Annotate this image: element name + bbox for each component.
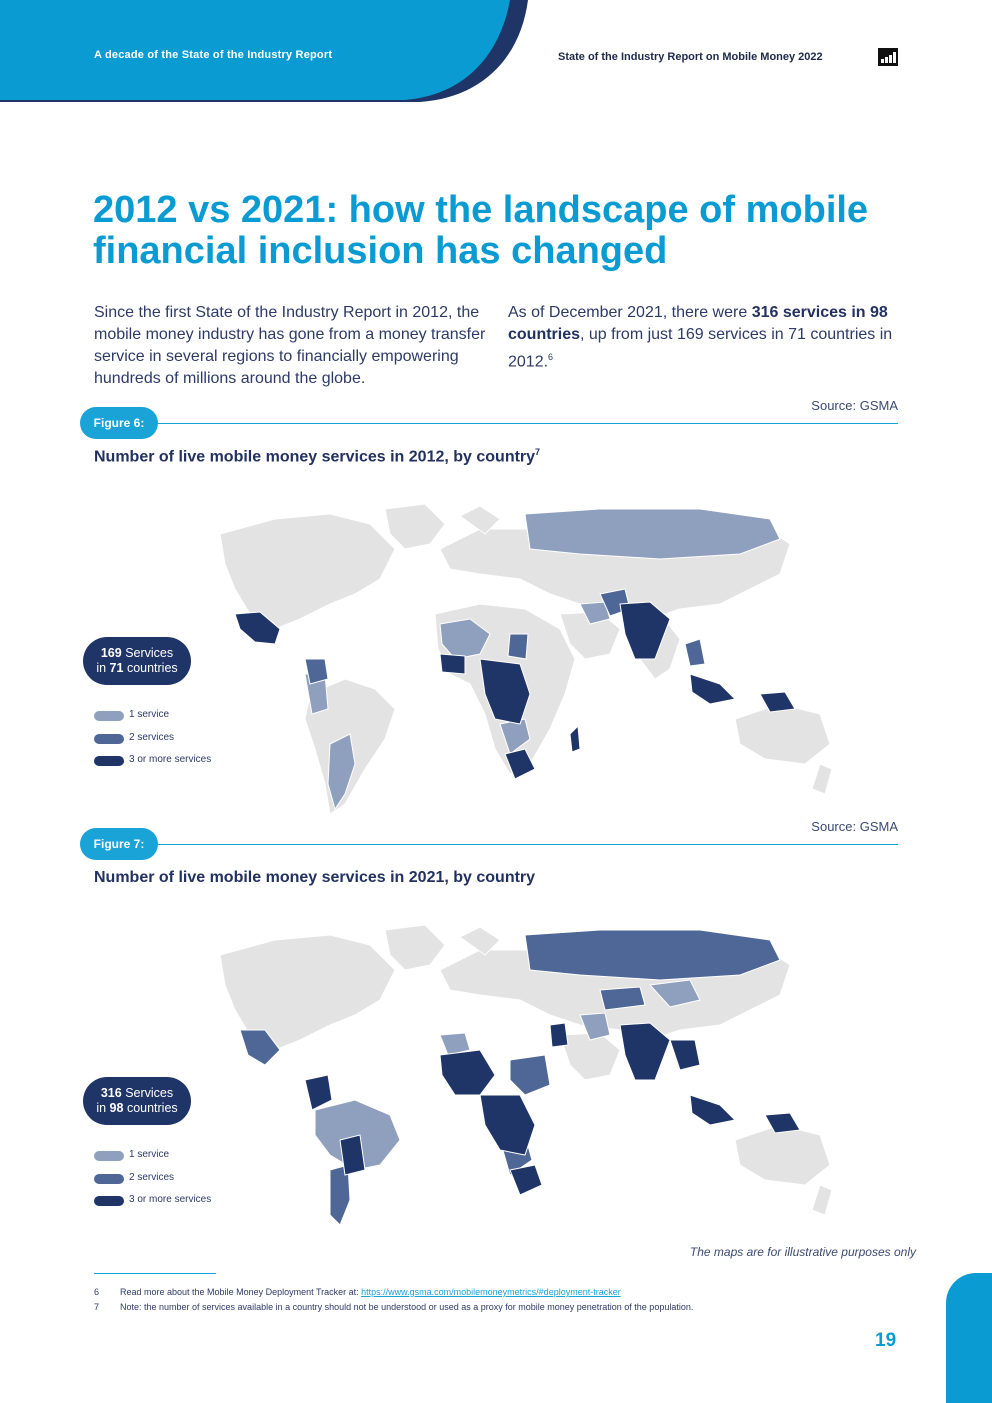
header-banner [0,0,528,102]
intro-highlight: 316 services in 98 countries [508,304,888,343]
figure-rule [156,844,898,845]
figure-title: Number of live mobile money services in … [94,447,541,466]
report-icon [878,48,898,66]
map-one-service [304,508,781,811]
map-one-service [314,979,701,1171]
map-disclaimer: The maps are for illustrative purposes o… [689,1245,916,1259]
figure-rule [156,423,898,424]
legend-swatch [94,756,124,766]
map-two-services [239,929,781,1226]
map-three-services [304,1022,801,1196]
world-map-2012 [219,503,833,815]
footnote-7: 7 Note: the number of services available … [94,1302,694,1312]
legend-swatch [94,1151,124,1161]
figure-source: Source: GSMA [811,819,898,834]
services-summary-2012: 169 Services in 71 countries [83,637,191,685]
side-tab [946,1273,992,1403]
legend-swatch [94,711,124,721]
services-summary-2021: 316 Services in 98 countries [83,1077,191,1125]
legend-swatch [94,1174,124,1184]
figure-source: Source: GSMA [811,398,898,413]
report-title: State of the Industry Report on Mobile M… [558,51,823,63]
figure-label: Figure 6: [80,407,158,439]
figure-title: Number of live mobile money services in … [94,869,536,886]
footnote-6: 6 Read more about the Mobile Money Deploy… [94,1287,621,1297]
deployment-tracker-link[interactable]: https://www.gsma.com/mobilemoneymetrics/… [361,1287,621,1297]
intro-left: Since the first State of the Industry Re… [94,304,486,387]
legend-swatch [94,734,124,744]
map-three-services [234,601,796,780]
figure-label: Figure 7: [80,828,158,860]
intro-right: As of December 2021, there were 316 serv… [508,304,893,371]
page-title: 2012 vs 2021: how the landscape of mobil… [93,189,869,272]
page-number: 19 [875,1330,897,1351]
legend-swatch [94,1196,124,1206]
footnote-ref: 6 [548,352,554,362]
world-map-2021 [219,924,833,1226]
footnote-divider [94,1273,216,1274]
section-title: A decade of the State of the Industry Re… [94,49,333,61]
